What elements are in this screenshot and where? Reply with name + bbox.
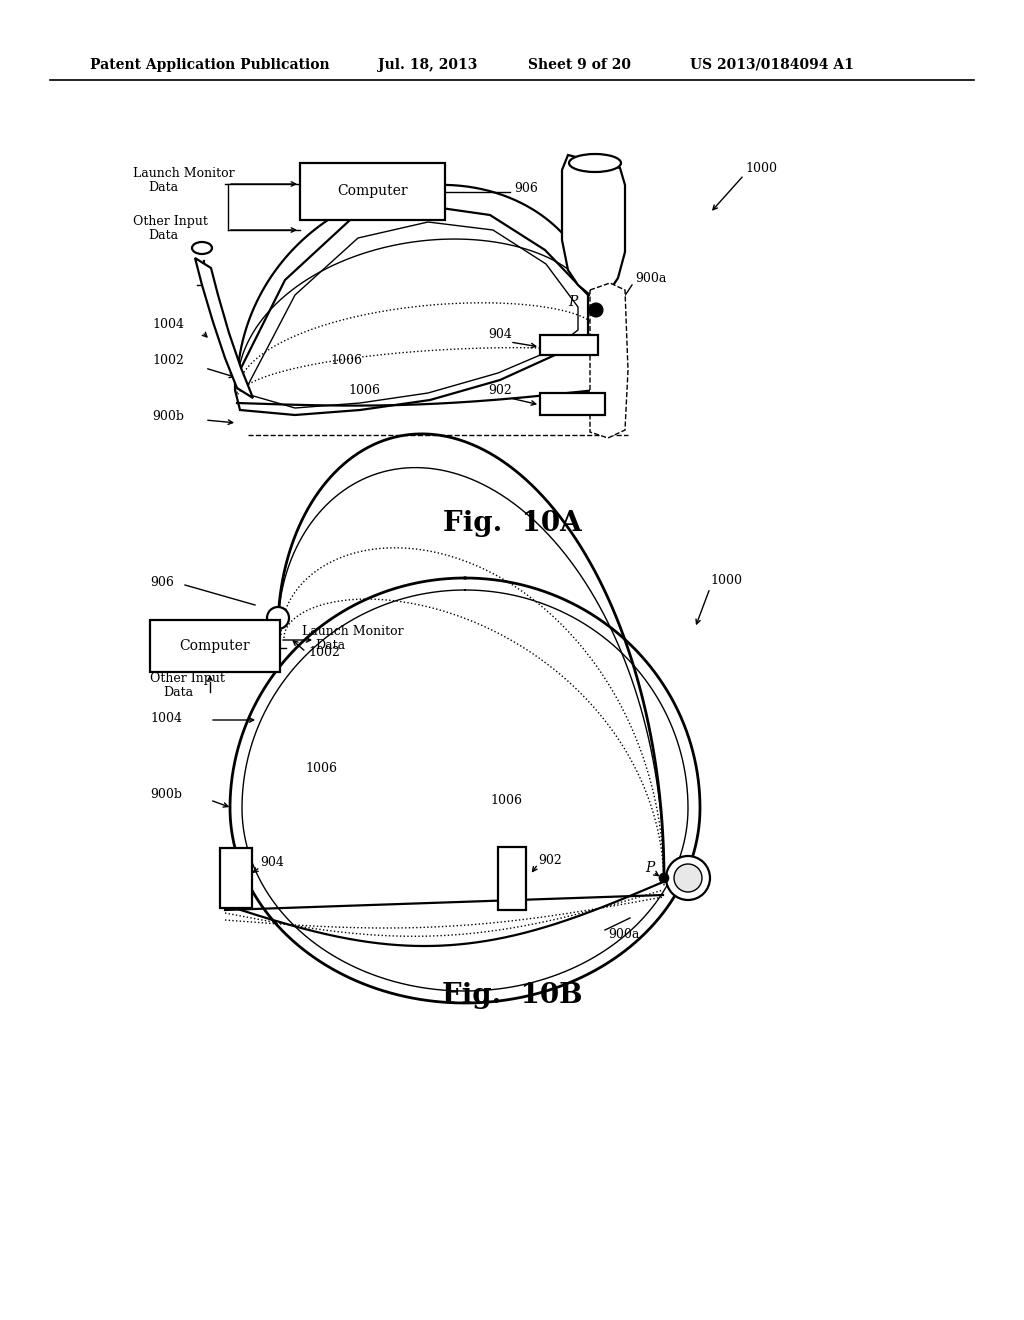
Text: 904: 904 — [488, 329, 512, 342]
Polygon shape — [248, 222, 578, 408]
Ellipse shape — [193, 242, 212, 253]
Text: 900a: 900a — [635, 272, 667, 285]
Bar — [220, 847, 252, 908]
Text: 906: 906 — [150, 577, 174, 590]
Bar — [498, 847, 526, 909]
Text: 904: 904 — [260, 855, 284, 869]
Text: Data: Data — [163, 686, 194, 700]
Text: Launch Monitor: Launch Monitor — [302, 624, 403, 638]
Text: 906: 906 — [514, 181, 538, 194]
Text: Data: Data — [148, 228, 178, 242]
Text: Computer: Computer — [179, 639, 250, 653]
Text: 1006: 1006 — [330, 354, 362, 367]
Text: 1006: 1006 — [348, 384, 380, 396]
Text: 1006: 1006 — [305, 762, 337, 775]
Bar — [540, 335, 598, 355]
Polygon shape — [590, 282, 628, 438]
Text: Sheet 9 of 20: Sheet 9 of 20 — [528, 58, 631, 73]
Bar — [540, 393, 605, 414]
Text: Data: Data — [148, 181, 178, 194]
Polygon shape — [195, 257, 253, 399]
Text: 900b: 900b — [152, 411, 184, 424]
Circle shape — [267, 607, 289, 630]
Text: Jul. 18, 2013: Jul. 18, 2013 — [378, 58, 477, 73]
Text: 902: 902 — [488, 384, 512, 396]
Text: Other Input: Other Input — [150, 672, 225, 685]
Text: 1006: 1006 — [490, 793, 522, 807]
Text: 900a: 900a — [608, 928, 639, 941]
Bar — [150, 620, 280, 672]
Circle shape — [659, 873, 669, 883]
Text: 1004: 1004 — [150, 711, 182, 725]
Text: Data: Data — [315, 639, 345, 652]
Text: Patent Application Publication: Patent Application Publication — [90, 58, 330, 73]
Text: 1004: 1004 — [152, 318, 184, 331]
Text: P: P — [568, 294, 578, 309]
Text: 1000: 1000 — [710, 573, 742, 586]
Circle shape — [674, 865, 702, 892]
Bar — [300, 162, 445, 220]
Text: 900b: 900b — [150, 788, 182, 801]
Text: 1002: 1002 — [308, 645, 340, 659]
Text: 1002: 1002 — [152, 354, 184, 367]
Text: Fig.  10B: Fig. 10B — [441, 982, 583, 1008]
Polygon shape — [562, 154, 625, 300]
Ellipse shape — [569, 154, 621, 172]
Polygon shape — [234, 205, 588, 414]
Circle shape — [666, 855, 710, 900]
Text: Fig.  10A: Fig. 10A — [442, 510, 582, 537]
Text: US 2013/0184094 A1: US 2013/0184094 A1 — [690, 58, 854, 73]
Text: P: P — [645, 861, 654, 875]
Text: Other Input: Other Input — [133, 215, 208, 228]
Text: 902: 902 — [538, 854, 562, 866]
Text: 1000: 1000 — [745, 161, 777, 174]
Circle shape — [589, 304, 603, 317]
Text: Computer: Computer — [337, 185, 408, 198]
Text: Launch Monitor: Launch Monitor — [133, 168, 234, 180]
